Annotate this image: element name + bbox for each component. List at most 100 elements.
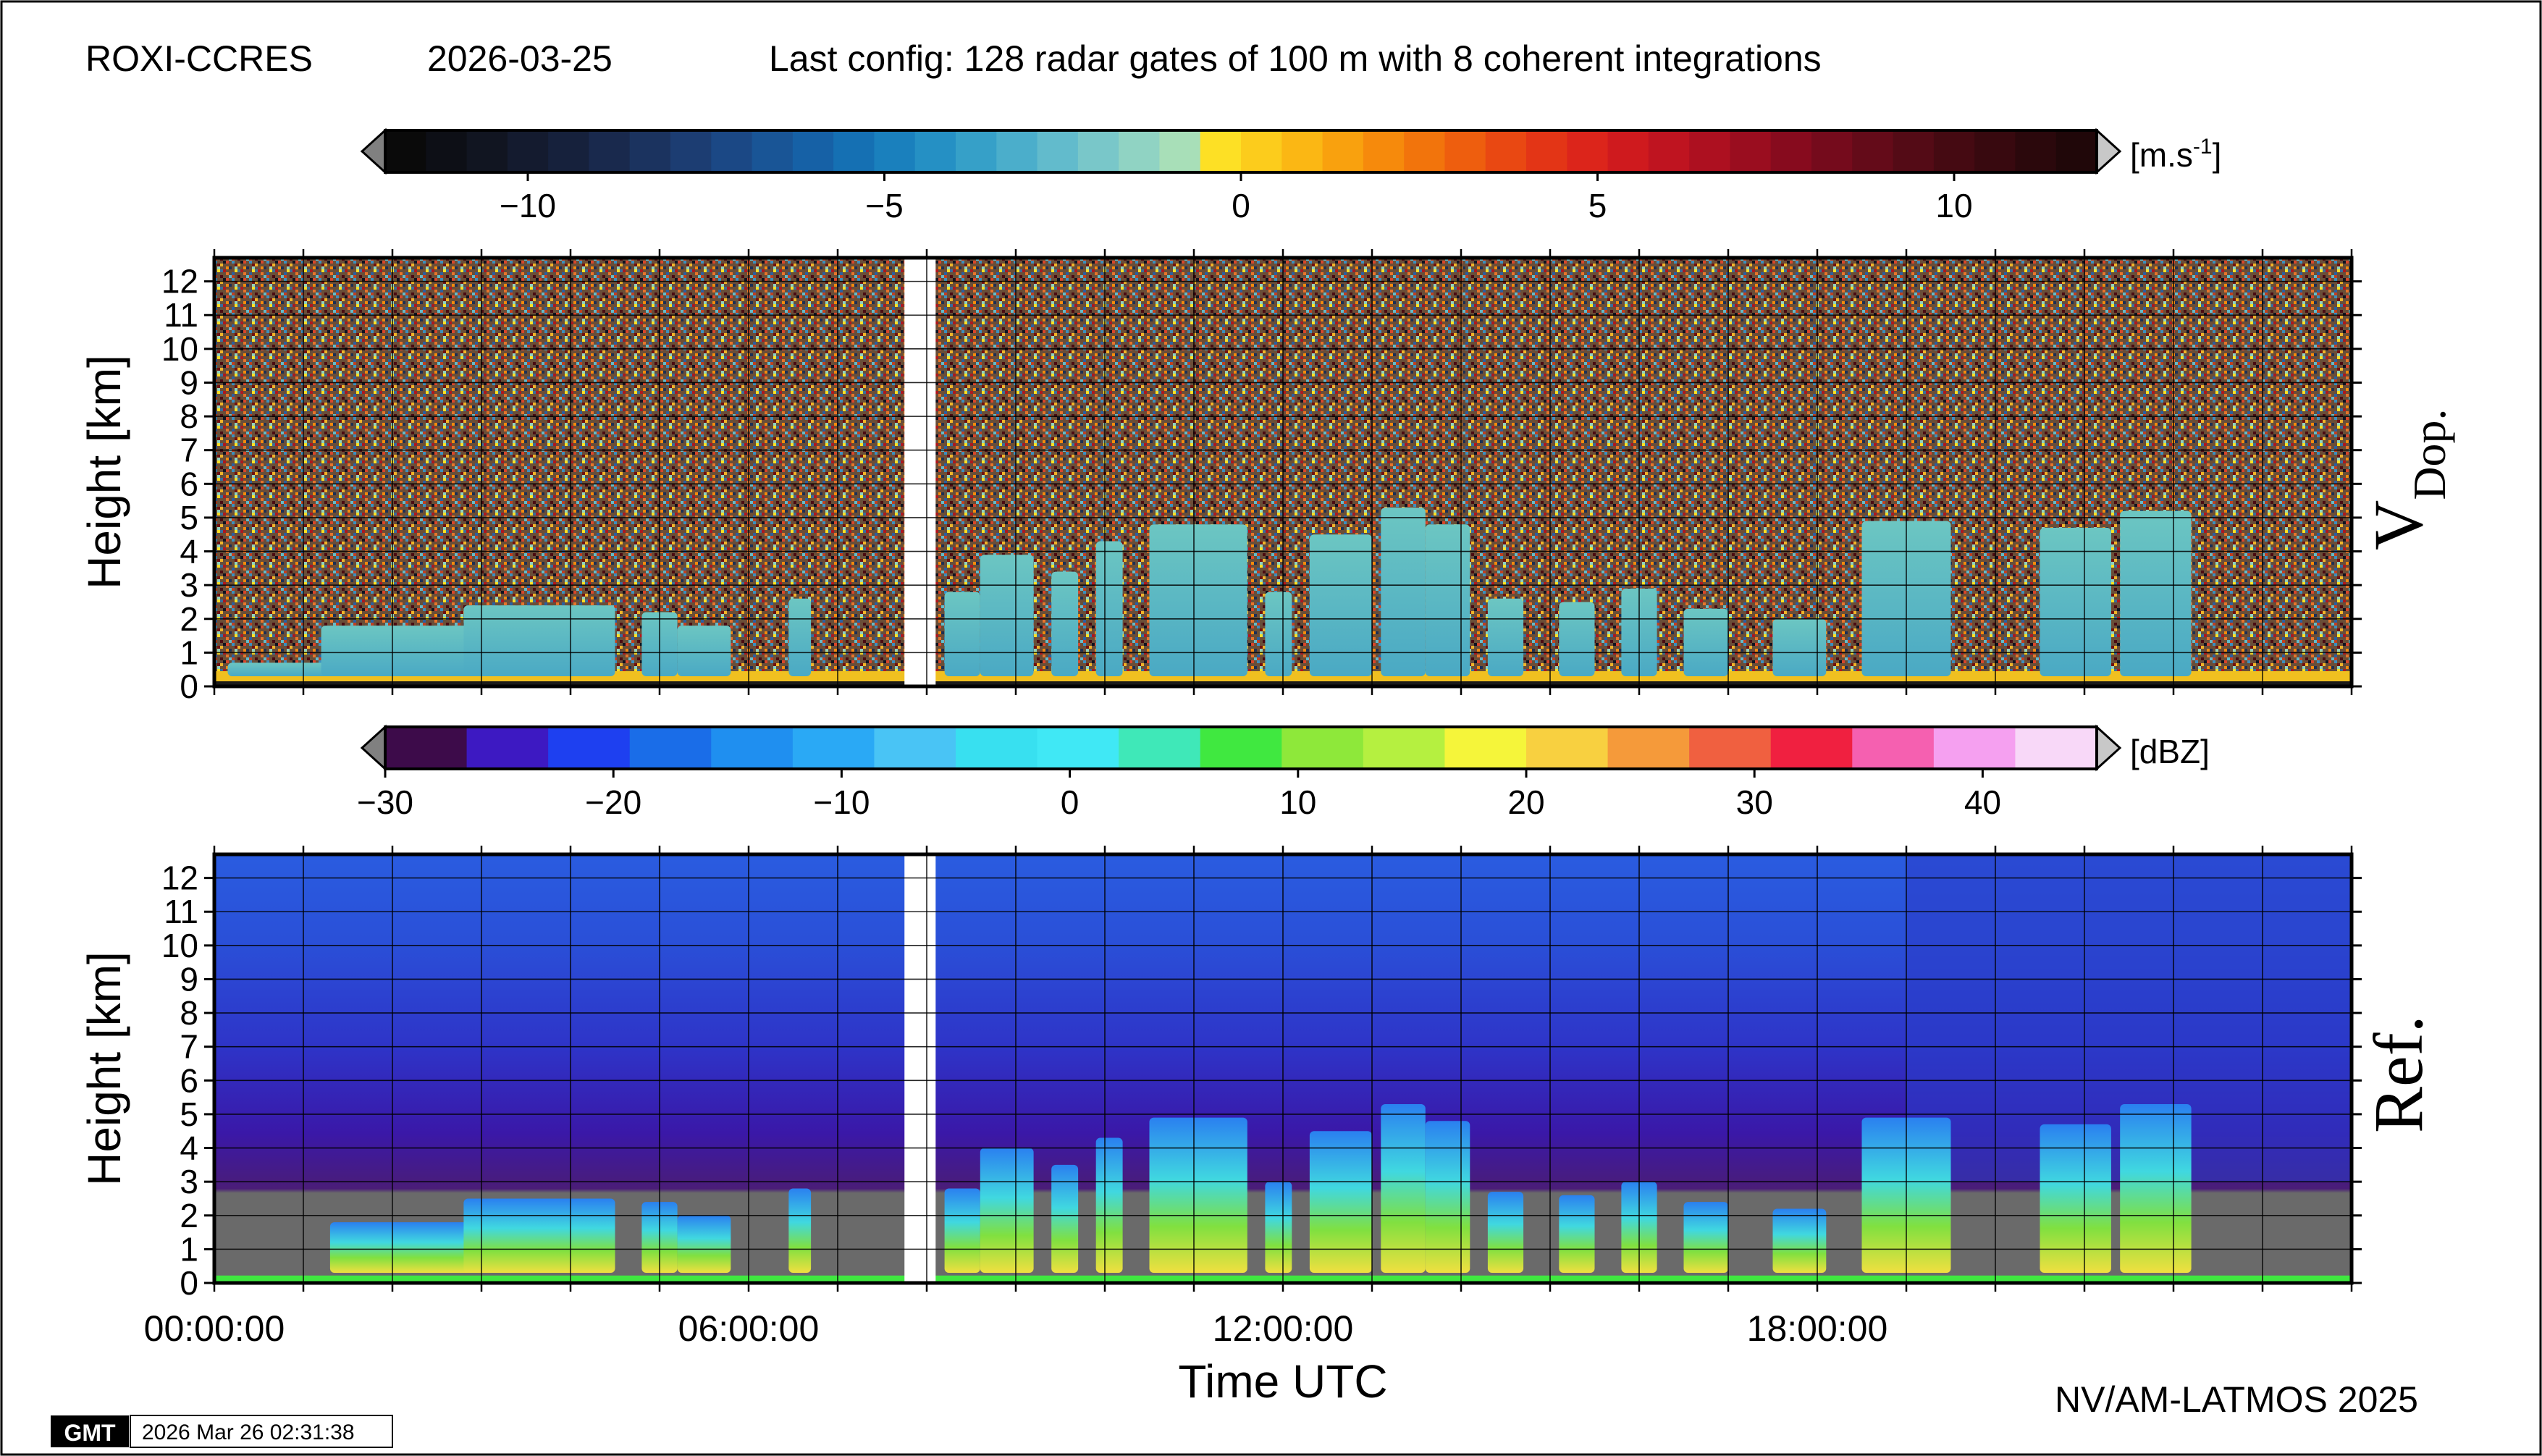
colorbar-swatch — [466, 727, 549, 769]
time-axis-ticks: 00:00:00 06:00:00 12:00:00 18:00:00 — [144, 1308, 1888, 1349]
reflectivity-colorbar: −30 −20 −10 0 10 20 30 40 — [357, 724, 2122, 821]
y-tick-label: 6 — [180, 465, 198, 502]
y-axis-label: Height [km] — [78, 355, 130, 589]
cloud-column — [1051, 571, 1079, 677]
colorbar-tick-label: −30 — [357, 783, 413, 821]
colorbar-swatch — [670, 130, 712, 172]
cloud-column — [944, 592, 980, 677]
cloud-column — [463, 605, 615, 677]
y-tick-label: 10 — [161, 927, 198, 964]
colorbar-tick-label: 30 — [1736, 783, 1773, 821]
y-tick-label: 6 — [180, 1061, 198, 1099]
colorbar-swatch — [1363, 130, 1405, 172]
colorbar-swatch — [996, 130, 1038, 172]
colorbar-swatch — [1037, 727, 1119, 769]
cloud-column — [1265, 592, 1292, 677]
colorbar-swatch — [1770, 727, 1853, 769]
cloud-column — [1683, 608, 1728, 677]
colorbar-frame — [384, 725, 2098, 770]
credit-text: NV/AM-LATMOS 2025 — [2055, 1379, 2418, 1420]
y-axis-label: Height [km] — [78, 951, 130, 1186]
colorbar-tick-label: 5 — [1588, 187, 1607, 224]
colorbar-swatch — [1689, 130, 1731, 172]
cloud-column — [1095, 1137, 1123, 1274]
colorbar-swatch — [1241, 130, 1282, 172]
cloud-column — [1559, 1195, 1595, 1274]
cloud-column — [1381, 507, 1426, 677]
y-tick-label: 12 — [161, 263, 198, 300]
cloud-column — [1381, 1103, 1426, 1274]
colorbar-swatch — [833, 130, 875, 172]
y-tick-label: 11 — [164, 296, 198, 334]
y-tick-label: 8 — [180, 994, 198, 1032]
colorbar-swatch — [1485, 130, 1527, 172]
colorbar-swatch — [1281, 727, 1364, 769]
colorbar-swatch — [1322, 130, 1364, 172]
colorbar-swatch — [956, 130, 997, 172]
colorbar-swatch — [752, 130, 794, 172]
y-tick-label: 5 — [180, 499, 198, 536]
y-tick-label: 9 — [180, 960, 198, 998]
colorbar-swatch — [1852, 130, 1894, 172]
colorbar-swatch — [1526, 727, 1609, 769]
colorbar-swatch — [1933, 130, 1975, 172]
colorbar-swatch — [1037, 130, 1079, 172]
y-tick-label: 1 — [180, 634, 198, 671]
cloud-column — [2040, 1124, 2111, 1274]
colorbar-under-triangle — [360, 724, 387, 772]
cloud-column — [1149, 524, 1247, 677]
colorbar-swatch — [1200, 727, 1282, 769]
y-tick-label: 0 — [180, 1264, 198, 1302]
y-tick-label: 4 — [180, 1129, 198, 1167]
colorbar-swatch — [2015, 130, 2057, 172]
y-tick-label: 3 — [180, 566, 198, 604]
colorbar-tick-label: 40 — [1964, 783, 2001, 821]
colorbar-tick-label: −10 — [500, 187, 556, 224]
cloud-column — [1425, 1121, 1470, 1274]
cloud-column — [677, 626, 731, 677]
y-tick-label: 0 — [180, 668, 198, 705]
cloud-column — [1487, 1192, 1524, 1274]
colorbar-swatch — [1363, 727, 1446, 769]
colorbar-tick-label: −10 — [813, 783, 870, 821]
colorbar-swatch — [385, 130, 426, 172]
x-tick-label: 00:00:00 — [144, 1308, 285, 1349]
colorbar-swatch — [2055, 130, 2097, 172]
colorbar-swatch — [1444, 130, 1486, 172]
cloud-column — [677, 1215, 731, 1274]
cloud-column — [329, 1222, 500, 1274]
colorbar-swatch — [1852, 727, 1935, 769]
colorbar-swatch — [1648, 130, 1690, 172]
colorbar-swatch — [1607, 727, 1690, 769]
colorbar-tick-label: −5 — [865, 187, 903, 224]
y-tick-label: 2 — [180, 600, 198, 638]
colorbar-swatch — [548, 130, 590, 172]
reflectivity-unit: [dBZ] — [2130, 733, 2210, 770]
colorbar-swatch — [1526, 130, 1567, 172]
colorbar-swatch — [2015, 727, 2097, 769]
colorbar-swatch — [466, 130, 508, 172]
colorbar-swatch — [874, 130, 916, 172]
colorbar-swatch — [1730, 130, 1772, 172]
colorbar-swatch — [956, 727, 1038, 769]
colorbar-swatch — [385, 727, 468, 769]
y-tick-label: 10 — [161, 330, 198, 368]
colorbar-swatch — [1567, 130, 1609, 172]
colorbar-swatch — [1811, 130, 1853, 172]
config-text: Last config: 128 radar gates of 100 m wi… — [769, 38, 1822, 79]
colorbar-swatch — [1200, 130, 1242, 172]
cloud-column — [1309, 1131, 1372, 1274]
colorbar-swatch — [1607, 130, 1649, 172]
colorbar-swatch — [1159, 130, 1201, 172]
cloud-column — [944, 1188, 980, 1274]
station-name: ROXI-CCRES — [85, 38, 313, 79]
cloud-column — [1095, 541, 1123, 677]
x-axis-label: Time UTC — [1178, 1355, 1387, 1407]
cloud-column — [1772, 1208, 1827, 1274]
colorbar-swatch — [1119, 130, 1161, 172]
colorbar-swatch — [1404, 130, 1446, 172]
colorbar-swatch — [792, 727, 875, 769]
cloud-column — [1051, 1164, 1079, 1274]
colorbar-tick-label: 10 — [1279, 783, 1316, 821]
